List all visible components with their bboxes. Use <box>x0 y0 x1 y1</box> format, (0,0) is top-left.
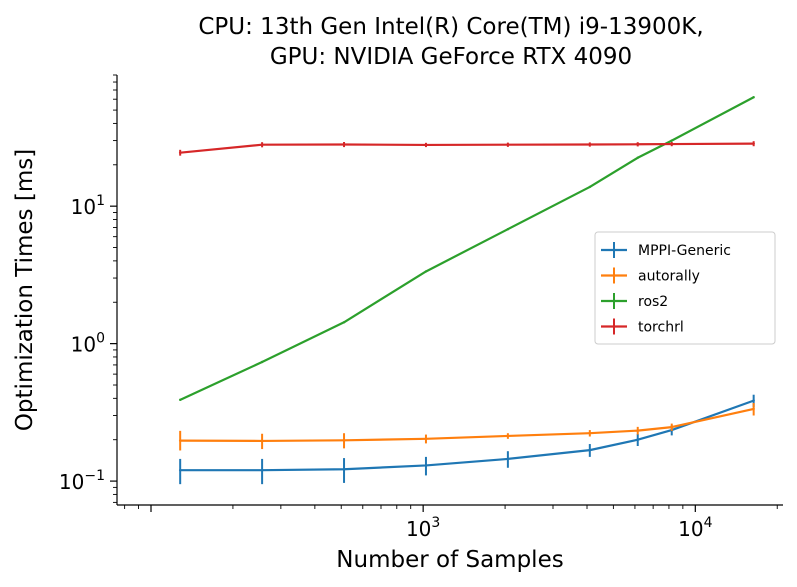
data-point <box>506 143 510 146</box>
x-tick-label-exponent: 4 <box>704 515 713 531</box>
legend-item: autorally <box>601 267 700 285</box>
data-point <box>588 448 592 452</box>
x-tick-label-base: 10 <box>678 517 703 541</box>
legend: MPPI-Generic autorally ros2 torchrl <box>594 231 776 345</box>
chart-title-line-2: GPU: NVIDIA GeForce RTX 4090 <box>270 44 632 70</box>
y-tick-label: 100 <box>71 331 105 357</box>
legend-item: torchrl <box>601 318 684 336</box>
y-tick-label: 10−1 <box>59 468 105 494</box>
data-point <box>342 321 346 324</box>
data-point <box>260 360 264 364</box>
data-point <box>506 457 510 461</box>
series-line <box>180 142 754 154</box>
x-axis-ticks: 103 104 <box>124 505 778 541</box>
data-point <box>424 270 428 273</box>
data-point <box>178 439 182 442</box>
data-point <box>342 468 346 471</box>
legend-label: ros2 <box>638 294 668 310</box>
data-point <box>636 429 639 432</box>
y-tick-label-exponent: 1 <box>96 193 105 209</box>
data-point <box>506 434 510 438</box>
data-point <box>752 399 755 402</box>
data-point <box>636 156 639 159</box>
data-point <box>588 143 592 146</box>
x-tick-label-base: 10 <box>406 517 431 541</box>
data-point <box>752 142 755 145</box>
data-point <box>178 469 182 472</box>
data-point <box>752 407 755 411</box>
data-point <box>670 139 673 142</box>
x-axis-label: Number of Samples <box>336 547 563 573</box>
y-tick-label-base: 10 <box>71 333 96 357</box>
data-point <box>342 143 346 146</box>
series-line <box>180 399 755 472</box>
data-point <box>342 439 346 442</box>
data-point <box>636 438 639 441</box>
series-mppi-generic <box>178 394 755 485</box>
data-point <box>506 227 510 231</box>
legend-label: MPPI-Generic <box>638 243 731 259</box>
y-axis-label: Optimization Times [ms] <box>12 149 38 431</box>
data-point <box>588 432 592 435</box>
data-point <box>260 469 264 472</box>
data-point <box>636 143 639 146</box>
y-tick-label-base: 10 <box>71 195 96 219</box>
legend-item: ros2 <box>601 293 668 310</box>
legend-label: torchrl <box>638 320 684 336</box>
data-point <box>752 96 755 99</box>
data-point <box>178 398 182 402</box>
plot-area <box>178 96 755 485</box>
series-ros2 <box>178 96 755 402</box>
y-tick-label-exponent: 0 <box>96 331 105 347</box>
data-point <box>670 142 673 146</box>
data-point <box>588 185 592 189</box>
data-point <box>260 143 264 146</box>
series-line <box>180 407 754 443</box>
data-point <box>424 437 428 441</box>
data-point <box>260 439 264 443</box>
chart-title-line-1: CPU: 13th Gen Intel(R) Core(TM) i9-13900… <box>198 14 703 40</box>
x-tick-label: 104 <box>678 515 712 541</box>
legend-frame <box>594 231 776 345</box>
data-point <box>424 143 428 147</box>
series-autorally <box>178 402 755 451</box>
legend-item: MPPI-Generic <box>601 242 731 259</box>
data-point <box>178 151 182 154</box>
x-tick-label-exponent: 3 <box>431 515 440 531</box>
y-tick-label-base: 10 <box>59 470 84 494</box>
y-tick-label-exponent: −1 <box>84 468 105 484</box>
data-point <box>424 464 428 467</box>
legend-label: autorally <box>638 269 700 285</box>
series-torchrl <box>178 141 755 156</box>
data-point <box>670 425 673 429</box>
y-tick-label: 101 <box>71 193 105 219</box>
x-tick-label: 103 <box>406 515 440 541</box>
